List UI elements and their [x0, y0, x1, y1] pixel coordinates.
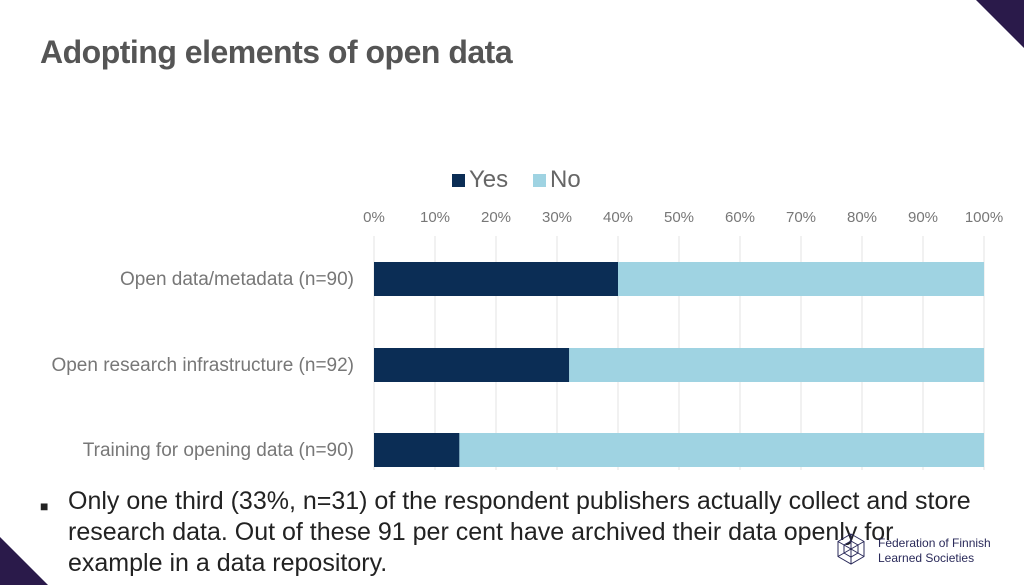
x-tick-label: 0%: [363, 209, 385, 226]
category-label: Open data/metadata (n=90): [120, 269, 354, 290]
legend-swatch-yes: [452, 174, 465, 187]
bullet-text: Only one third (33%, n=31) of the respon…: [68, 487, 971, 577]
bar-no: [569, 348, 984, 382]
legend-label-yes: Yes: [469, 166, 508, 193]
legend-label-no: No: [550, 166, 581, 193]
bar-no: [618, 262, 984, 296]
corner-decoration-bottom-left: [0, 537, 48, 585]
x-tick-label: 60%: [725, 209, 755, 226]
corner-decoration-top-right: [976, 0, 1024, 48]
logo-text-line1: Federation of Finnish: [878, 536, 991, 550]
x-tick-label: 40%: [603, 209, 633, 226]
bar-yes: [374, 262, 618, 296]
x-tick-label: 50%: [664, 209, 694, 226]
network-logo-icon: [837, 533, 865, 565]
x-tick-label: 30%: [542, 209, 572, 226]
bar-no: [459, 433, 984, 467]
bullet-square-icon: ■: [40, 498, 49, 514]
bar-yes: [374, 348, 570, 382]
x-tick-label: 100%: [965, 209, 1003, 226]
stacked-bar-chart: Yes No 0% 10% 20% 30% 40% 50% 60% 70% 80% 90% 100% Op…: [51, 166, 1003, 470]
logo-text-line2: Learned Societies: [878, 551, 975, 565]
slide-title: Adopting elements of open data: [40, 34, 513, 70]
x-tick-label: 10%: [420, 209, 450, 226]
organization-logo: Federation of Finnish Learned Societies: [834, 530, 1014, 570]
x-tick-label: 20%: [481, 209, 511, 226]
x-tick-label: 70%: [786, 209, 816, 226]
legend-swatch-no: [533, 174, 546, 187]
category-label: Training for opening data (n=90): [83, 440, 354, 461]
bar-yes: [374, 433, 460, 467]
x-tick-label: 90%: [908, 209, 938, 226]
x-tick-label: 80%: [847, 209, 877, 226]
category-label: Open research infrastructure (n=92): [51, 355, 354, 376]
